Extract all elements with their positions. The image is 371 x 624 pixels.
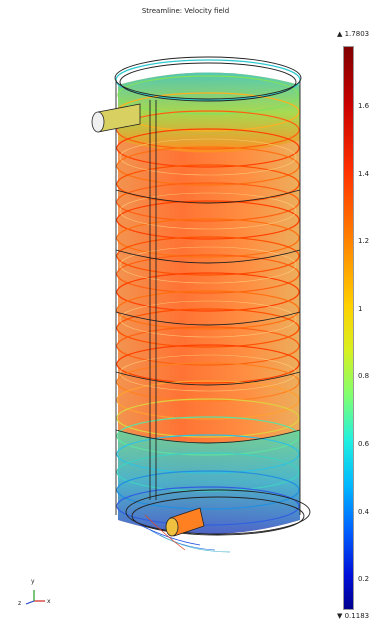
colorbar-tick-label: 1.2 [358, 237, 370, 246]
colorbar-tick-label: 1.6 [358, 101, 370, 110]
outlet-pipe [165, 507, 205, 537]
colorbar-tick-label: 0.8 [358, 372, 370, 381]
axis-label-x: x [47, 598, 51, 605]
colorbar-max-label: ▲ 1.7803 [337, 30, 370, 38]
axis-triad [25, 590, 45, 605]
geometry-edges [114, 56, 311, 536]
axis-label-y: y [31, 578, 35, 585]
colorbar-tick-label: 0.6 [358, 440, 370, 449]
tank-top-region [118, 72, 300, 153]
colorbar-tick-label: 1.4 [358, 169, 370, 178]
axis-label-z: z [18, 600, 22, 607]
tank-body [118, 72, 300, 534]
colorbar-min-label: ▼ 0.1183 [337, 612, 370, 620]
colorbar-tick-label: 0.4 [358, 507, 370, 516]
bottom-streamlines [139, 514, 231, 553]
colorbar-tick-label: 1 [358, 304, 363, 313]
tank-bottom-region [118, 430, 300, 534]
colorbar-tick-label: 0.2 [358, 575, 370, 584]
colorbar [343, 46, 354, 610]
inlet-pipe [91, 103, 141, 133]
plot-title: Streamline: Velocity field [141, 7, 230, 15]
